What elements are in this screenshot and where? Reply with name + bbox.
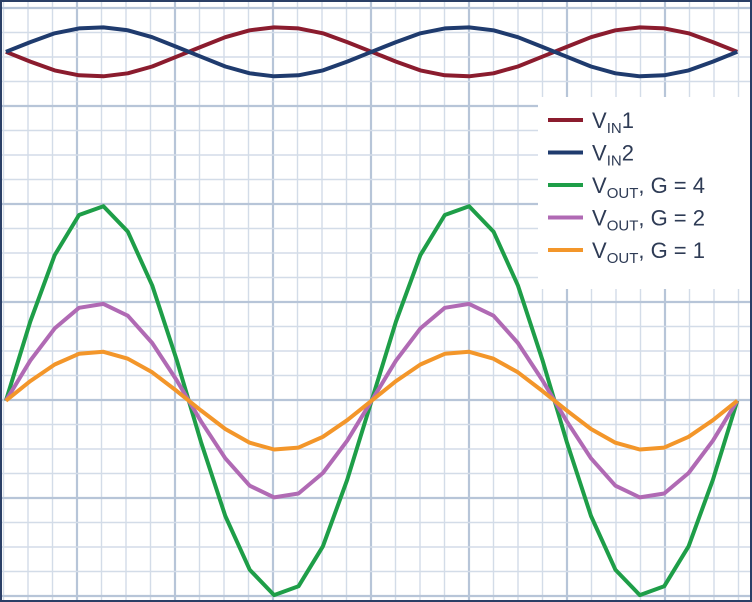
legend-label-sub: IN [607,153,622,170]
legend-label-rest: , G = 1 [638,238,705,263]
legend-label: VOUT, G = 2 [592,206,705,235]
legend-label-rest: , G = 4 [638,173,705,198]
legend-label-sub: OUT [607,218,639,235]
legend-label-main: V [592,173,607,198]
legend-label-main: V [592,206,607,231]
legend-label: VIN1 [592,108,634,137]
legend-label-rest: , G = 2 [638,206,705,231]
series-line [4,349,739,452]
legend-label-rest: 1 [622,108,634,133]
legend-label-sub: OUT [607,250,639,267]
legend-label-sub: OUT [607,185,639,202]
series-line [5,25,739,79]
legend-label-main: V [592,238,607,263]
legend-label-main: V [592,108,607,133]
plot-lines [3,25,740,598]
legend-label-sub: IN [607,120,622,137]
legend-label: VOUT, G = 1 [592,238,705,267]
legend-label-main: V [592,141,607,166]
legend-label-rest: 2 [622,141,634,166]
legend-label: VOUT, G = 4 [592,173,705,202]
legend-label: VIN2 [592,141,634,170]
legend-box [538,97,750,289]
